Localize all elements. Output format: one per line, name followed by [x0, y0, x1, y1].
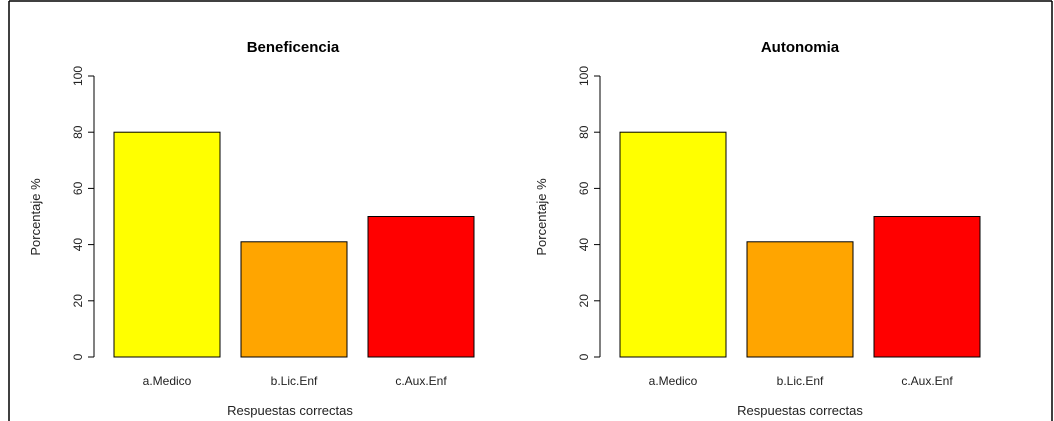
chart-title: Autonomia: [761, 39, 840, 56]
y-tick-label: 20: [71, 294, 85, 308]
y-tick-label: 60: [71, 181, 85, 195]
y-tick-label: 40: [577, 238, 591, 252]
category-labels: a.Medico b.Lic.Enf c.Aux.Enf: [143, 374, 448, 388]
bar-c-aux-enf: [873, 216, 981, 358]
chart-panel-autonomia: Autonomia Porcentaje % Respuestas correc…: [534, 39, 981, 418]
y-axis-label: Porcentaje %: [28, 178, 43, 256]
category-label: a.Medico: [143, 374, 192, 388]
bar-a-medico: [619, 131, 727, 358]
y-axis: 0 20 40 60 80 100: [577, 66, 601, 360]
y-axis-label: Porcentaje %: [534, 178, 549, 256]
category-label: c.Aux.Enf: [901, 374, 953, 388]
bar-c-aux-enf: [367, 216, 475, 358]
category-labels: a.Medico b.Lic.Enf c.Aux.Enf: [649, 374, 954, 388]
bar-series: [619, 131, 981, 358]
category-label: b.Lic.Enf: [777, 374, 824, 388]
chart-title: Beneficencia: [247, 39, 340, 56]
y-tick-label: 80: [577, 125, 591, 139]
category-label: c.Aux.Enf: [395, 374, 447, 388]
bar-a-medico: [113, 131, 221, 358]
x-axis-label: Respuestas correctas: [737, 403, 863, 418]
category-label: b.Lic.Enf: [271, 374, 318, 388]
chart-panel-beneficencia: Beneficencia Porcentaje % Respuestas cor…: [28, 39, 475, 418]
bar-b-lic-enf: [746, 241, 854, 358]
bar-series: [113, 131, 475, 358]
y-tick-label: 60: [577, 181, 591, 195]
y-tick-label: 40: [71, 238, 85, 252]
y-tick-label: 100: [71, 66, 85, 86]
bar-b-lic-enf: [240, 241, 348, 358]
x-axis-label: Respuestas correctas: [227, 403, 353, 418]
y-tick-label: 20: [577, 294, 591, 308]
y-tick-label: 0: [71, 353, 85, 360]
y-tick-label: 80: [71, 125, 85, 139]
y-tick-label: 100: [577, 66, 591, 86]
y-axis: 0 20 40 60 80 100: [71, 66, 95, 360]
y-tick-label: 0: [577, 353, 591, 360]
category-label: a.Medico: [649, 374, 698, 388]
